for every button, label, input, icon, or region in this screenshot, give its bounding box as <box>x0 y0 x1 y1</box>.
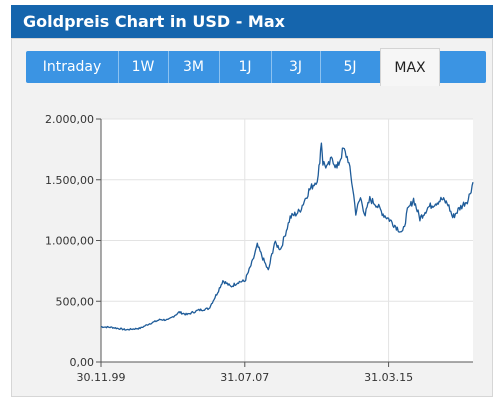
tab-max[interactable]: MAX <box>380 48 440 86</box>
tab-5j[interactable]: 5J <box>320 51 380 83</box>
chart-title-bar: Goldpreis Chart in USD - Max <box>11 5 493 38</box>
tab-label: 3M <box>183 59 204 75</box>
tab-3j[interactable]: 3J <box>271 51 321 83</box>
tab-3m[interactable]: 3M <box>168 51 220 83</box>
header-title: Goldpreis Chart in USD - Max <box>23 12 285 31</box>
y-tick-label: 1.500,00 <box>45 174 94 187</box>
range-tab-bar: Intraday 1W 3M 1J 3J 5J MAX <box>26 48 486 86</box>
tab-1j[interactable]: 1J <box>219 51 272 83</box>
tab-label: MAX <box>394 60 426 76</box>
y-tick-label: 500,00 <box>56 295 95 308</box>
y-tick-label: 1.000,00 <box>45 235 94 248</box>
x-tick-label: 31.03.15 <box>364 371 413 384</box>
tab-label: 1J <box>238 59 252 75</box>
tab-label: 1W <box>131 59 155 75</box>
tab-1w[interactable]: 1W <box>118 51 169 83</box>
x-tick-label: 30.11.99 <box>77 371 126 384</box>
tab-label: 3J <box>288 59 303 75</box>
y-tick-label: 2.000,00 <box>45 113 94 126</box>
x-tick-label: 31.07.07 <box>220 371 269 384</box>
tab-label: 5J <box>343 59 357 75</box>
tab-intraday[interactable]: Intraday <box>26 51 119 83</box>
series-line <box>100 142 474 331</box>
tab-label: Intraday <box>42 59 102 75</box>
y-tick-label: 0,00 <box>70 356 95 369</box>
